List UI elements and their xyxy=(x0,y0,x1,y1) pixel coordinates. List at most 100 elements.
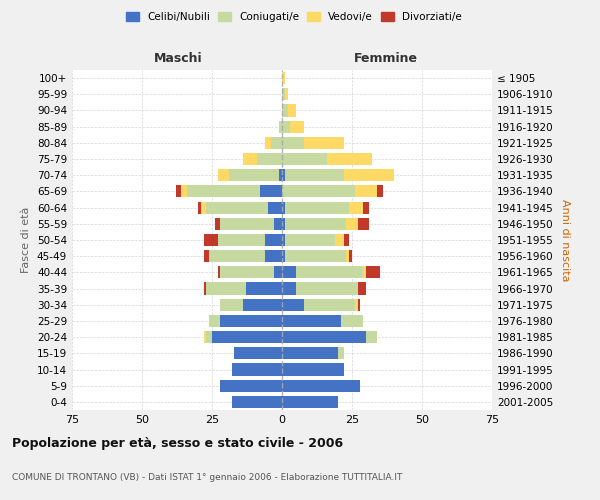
Bar xyxy=(366,331,377,343)
Bar xyxy=(366,266,380,278)
Bar xyxy=(344,234,349,246)
Bar xyxy=(282,331,366,343)
Bar xyxy=(282,169,285,181)
Bar xyxy=(285,250,346,262)
Bar xyxy=(279,169,282,181)
Bar xyxy=(198,202,201,213)
Bar xyxy=(282,250,285,262)
Bar xyxy=(201,202,206,213)
Bar xyxy=(355,298,358,311)
Bar xyxy=(363,202,369,213)
Bar xyxy=(229,169,279,181)
Bar xyxy=(282,72,285,84)
Bar xyxy=(206,331,212,343)
Bar xyxy=(355,186,377,198)
Bar xyxy=(341,315,363,327)
Y-axis label: Anni di nascita: Anni di nascita xyxy=(560,198,570,281)
Bar xyxy=(209,315,220,327)
Bar xyxy=(220,298,243,311)
Bar xyxy=(282,88,285,101)
Bar xyxy=(203,234,218,246)
Bar xyxy=(265,137,271,149)
Bar xyxy=(282,380,361,392)
Bar xyxy=(282,234,285,246)
Bar xyxy=(274,266,282,278)
Bar xyxy=(209,250,265,262)
Bar xyxy=(285,169,344,181)
Bar xyxy=(327,153,371,165)
Bar xyxy=(282,218,285,230)
Bar xyxy=(358,218,369,230)
Bar xyxy=(287,104,296,117)
Bar xyxy=(187,186,260,198)
Bar xyxy=(212,331,282,343)
Bar xyxy=(304,298,355,311)
Bar xyxy=(285,234,335,246)
Bar xyxy=(363,266,366,278)
Bar xyxy=(282,153,327,165)
Bar xyxy=(377,186,383,198)
Bar xyxy=(282,364,344,376)
Bar xyxy=(220,266,274,278)
Bar xyxy=(358,282,366,294)
Bar xyxy=(220,315,282,327)
Text: Maschi: Maschi xyxy=(154,52,203,65)
Bar xyxy=(282,120,290,132)
Bar xyxy=(203,282,206,294)
Bar xyxy=(206,282,245,294)
Bar xyxy=(285,88,287,101)
Bar xyxy=(282,348,338,360)
Bar xyxy=(243,298,282,311)
Bar xyxy=(235,348,282,360)
Bar xyxy=(260,186,282,198)
Bar xyxy=(218,266,220,278)
Bar xyxy=(335,234,344,246)
Text: COMUNE DI TRONTANO (VB) - Dati ISTAT 1° gennaio 2006 - Elaborazione TUTTITALIA.I: COMUNE DI TRONTANO (VB) - Dati ISTAT 1° … xyxy=(12,472,403,482)
Legend: Celibi/Nubili, Coniugati/e, Vedovi/e, Divorziati/e: Celibi/Nubili, Coniugati/e, Vedovi/e, Di… xyxy=(122,8,466,26)
Bar xyxy=(181,186,187,198)
Bar xyxy=(265,234,282,246)
Bar xyxy=(285,218,346,230)
Y-axis label: Fasce di età: Fasce di età xyxy=(22,207,31,273)
Bar xyxy=(290,120,304,132)
Text: Popolazione per età, sesso e stato civile - 2006: Popolazione per età, sesso e stato civil… xyxy=(12,438,343,450)
Bar xyxy=(344,169,394,181)
Bar xyxy=(349,202,363,213)
Bar xyxy=(282,315,341,327)
Bar xyxy=(282,202,285,213)
Bar xyxy=(243,153,257,165)
Bar xyxy=(203,250,209,262)
Bar xyxy=(282,282,296,294)
Bar xyxy=(265,250,282,262)
Text: Femmine: Femmine xyxy=(353,52,418,65)
Bar xyxy=(304,137,344,149)
Bar xyxy=(268,202,282,213)
Bar xyxy=(220,380,282,392)
Bar xyxy=(257,153,282,165)
Bar xyxy=(282,298,304,311)
Bar xyxy=(271,137,282,149)
Bar xyxy=(203,331,206,343)
Bar xyxy=(282,396,338,408)
Bar xyxy=(282,266,296,278)
Bar xyxy=(349,250,352,262)
Bar xyxy=(296,266,363,278)
Bar xyxy=(220,218,274,230)
Bar xyxy=(285,202,349,213)
Bar xyxy=(274,218,282,230)
Bar xyxy=(346,218,358,230)
Bar xyxy=(282,186,355,198)
Bar xyxy=(282,137,304,149)
Bar xyxy=(245,282,282,294)
Bar xyxy=(206,202,268,213)
Bar xyxy=(279,120,282,132)
Bar xyxy=(282,104,287,117)
Bar xyxy=(218,234,265,246)
Bar xyxy=(338,348,344,360)
Bar xyxy=(346,250,349,262)
Bar xyxy=(358,298,361,311)
Bar xyxy=(296,282,358,294)
Bar xyxy=(218,169,229,181)
Bar xyxy=(232,396,282,408)
Bar xyxy=(232,364,282,376)
